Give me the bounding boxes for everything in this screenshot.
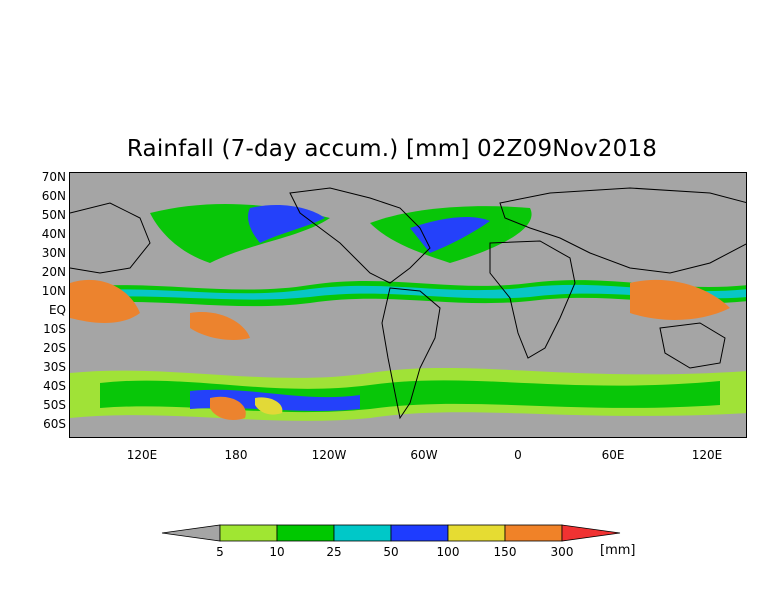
lat-label-eq: EQ <box>48 303 66 317</box>
lat-label-30s: 30S <box>43 360 66 374</box>
colorbar-unit: [mm] <box>600 543 636 558</box>
lat-label-30n: 30N <box>41 246 66 260</box>
colorbar-bin-3 <box>333 524 392 542</box>
colorbar-label-25: 25 <box>326 545 342 559</box>
rainfall-map-canvas <box>70 187 746 421</box>
lat-label-40n: 40N <box>41 227 66 241</box>
lon-label-180: 180 <box>224 448 248 462</box>
colorbar-label-150: 150 <box>493 545 517 559</box>
lon-label-120e-right: 120E <box>691 448 723 462</box>
lon-label-120e-left: 120E <box>126 448 158 462</box>
lon-label-0: 0 <box>514 448 522 462</box>
lat-label-50s: 50S <box>43 398 66 412</box>
lat-label-10n: 10N <box>41 284 66 298</box>
lat-label-60s: 60S <box>43 417 66 431</box>
colorbar-bin-4 <box>390 524 449 542</box>
lat-label-40s: 40S <box>43 379 66 393</box>
colorbar-high-arrow <box>561 524 621 542</box>
map-title: Rainfall (7-day accum.) [mm] 02Z09Nov201… <box>126 136 658 162</box>
colorbar-label-5: 5 <box>216 545 224 559</box>
lat-label-60n: 60N <box>41 189 66 203</box>
colorbar-label-300: 300 <box>550 545 574 559</box>
colorbar <box>161 524 621 542</box>
colorbar-label-100: 100 <box>436 545 460 559</box>
lat-label-50n: 50N <box>41 208 66 222</box>
colorbar-bin-5 <box>447 524 506 542</box>
lon-label-120w: 120W <box>311 448 347 462</box>
lat-label-70n: 70N <box>41 170 66 184</box>
colorbar-label-10: 10 <box>269 545 285 559</box>
rainfall-map <box>69 172 747 438</box>
colorbar-label-50: 50 <box>383 545 399 559</box>
lat-label-20s: 20S <box>43 341 66 355</box>
colorbar-low-arrow <box>161 524 221 542</box>
lat-label-20n: 20N <box>41 265 66 279</box>
colorbar-bin-1 <box>219 524 278 542</box>
colorbar-bin-2 <box>276 524 335 542</box>
lon-label-60e: 60E <box>601 448 625 462</box>
lat-label-10s: 10S <box>43 322 66 336</box>
colorbar-bin-6 <box>504 524 563 542</box>
lon-label-60w: 60W <box>410 448 438 462</box>
